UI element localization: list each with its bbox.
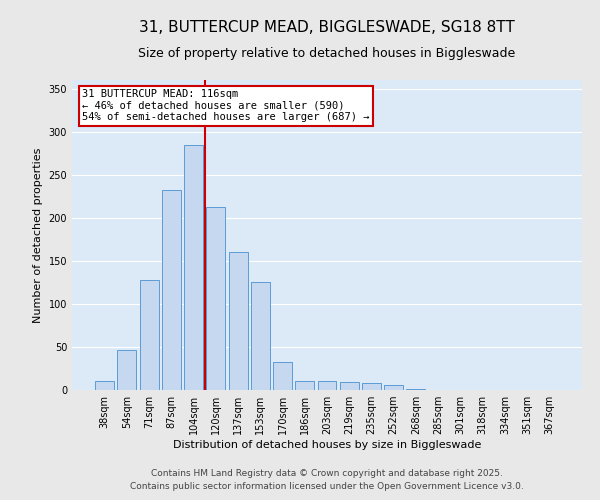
Bar [95, 380, 114, 390]
Bar [406, 389, 425, 390]
Bar [206, 208, 225, 390]
Text: Contains HM Land Registry data © Crown copyright and database right 2025.: Contains HM Land Registry data © Crown c… [151, 468, 503, 477]
Text: Size of property relative to detached houses in Biggleswade: Size of property relative to detached ho… [139, 48, 515, 60]
Bar [229, 252, 248, 390]
Text: Contains public sector information licensed under the Open Government Licence v3: Contains public sector information licen… [130, 482, 524, 491]
Bar [295, 380, 314, 390]
Text: 31 BUTTERCUP MEAD: 116sqm
← 46% of detached houses are smaller (590)
54% of semi: 31 BUTTERCUP MEAD: 116sqm ← 46% of detac… [82, 90, 370, 122]
Bar [162, 190, 181, 390]
Bar [384, 385, 403, 390]
Bar [317, 380, 337, 390]
Bar [140, 280, 158, 390]
Bar [273, 362, 292, 390]
Text: 31, BUTTERCUP MEAD, BIGGLESWADE, SG18 8TT: 31, BUTTERCUP MEAD, BIGGLESWADE, SG18 8T… [139, 20, 515, 35]
Bar [251, 282, 270, 390]
X-axis label: Distribution of detached houses by size in Biggleswade: Distribution of detached houses by size … [173, 440, 481, 450]
Bar [184, 144, 203, 390]
Y-axis label: Number of detached properties: Number of detached properties [33, 148, 43, 322]
Bar [362, 383, 381, 390]
Bar [340, 382, 359, 390]
Bar [118, 350, 136, 390]
